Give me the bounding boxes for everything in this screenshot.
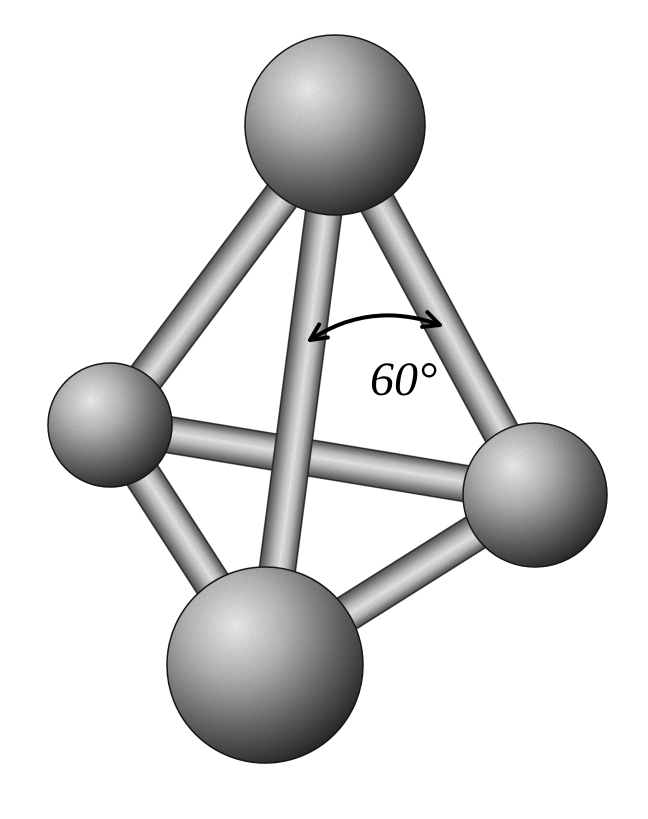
sphere-front [167,567,363,763]
sphere-right [463,423,607,567]
spheres-layer [48,35,607,763]
angle-label: 60° [370,353,437,406]
bond-left-right [141,413,499,507]
bonds-layer [113,154,532,652]
annotation-layer: 60° [310,312,440,406]
sphere-top [245,35,425,215]
sphere-left [48,363,172,487]
tetrahedron-diagram: 60° [0,0,648,819]
